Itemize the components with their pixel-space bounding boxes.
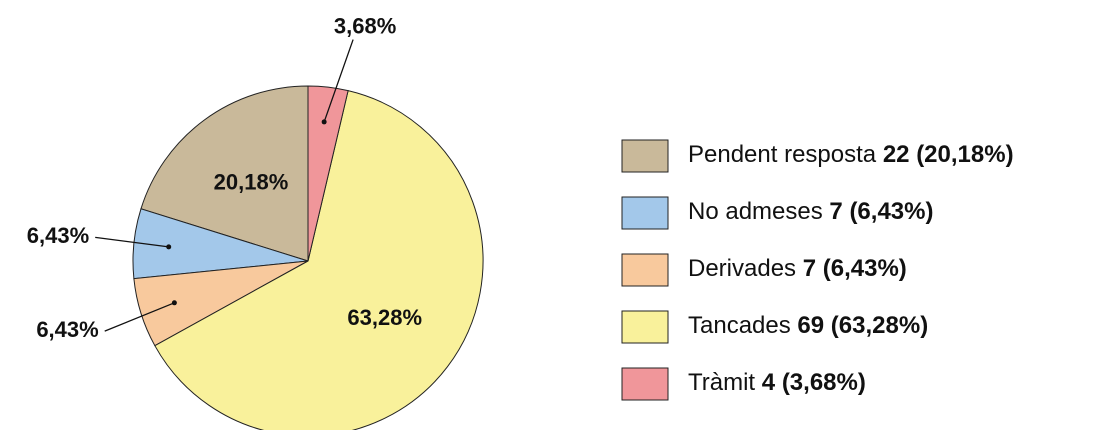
legend-name: Tràmit xyxy=(688,369,755,396)
legend-swatch xyxy=(621,367,669,401)
legend-percent: (6,43%) xyxy=(823,255,907,282)
pie-slice xyxy=(307,85,349,262)
leader-dot xyxy=(171,300,177,306)
legend-count: 69 xyxy=(797,312,824,339)
data-label: 3,68% xyxy=(334,13,396,38)
pie-slice xyxy=(140,85,309,262)
data-label: 63,28% xyxy=(347,305,422,330)
legend-entry: Pendent resposta 22 (20,18%) xyxy=(688,141,1014,168)
legend-name: Derivades xyxy=(688,255,796,282)
legend-entry: No admeses 7 (6,43%) xyxy=(688,198,933,225)
legend-count: 7 xyxy=(803,255,816,282)
legend-count: 4 xyxy=(762,369,776,396)
legend-swatch xyxy=(621,196,669,230)
leader-dot xyxy=(321,119,327,125)
legend-name: Pendent resposta xyxy=(688,141,877,168)
legend-name: Tancades xyxy=(688,312,791,339)
legend-entry: Derivades 7 (6,43%) xyxy=(688,255,907,282)
legend-name: No admeses xyxy=(688,198,823,225)
legend-percent: (3,68%) xyxy=(782,369,866,396)
leader-line xyxy=(323,39,354,123)
legend-swatch xyxy=(621,253,669,287)
legend-percent: (20,18%) xyxy=(916,141,1013,168)
leader-line xyxy=(104,302,175,332)
legend-entry: Tancades 69 (63,28%) xyxy=(688,312,928,339)
pie-slice xyxy=(154,90,484,430)
legend-swatch xyxy=(621,310,669,344)
legend-count: 22 xyxy=(883,141,910,168)
data-label: 6,43% xyxy=(27,223,89,248)
leader-dot xyxy=(166,244,172,250)
leader-line xyxy=(95,236,169,248)
legend-swatch xyxy=(621,139,669,173)
legend-entry: Tràmit 4 (3,68%) xyxy=(688,369,866,396)
data-label: 20,18% xyxy=(214,169,289,194)
legend-percent: (63,28%) xyxy=(831,312,928,339)
legend-percent: (6,43%) xyxy=(849,198,933,225)
legend-count: 7 xyxy=(829,198,842,225)
data-label: 6,43% xyxy=(36,317,98,342)
